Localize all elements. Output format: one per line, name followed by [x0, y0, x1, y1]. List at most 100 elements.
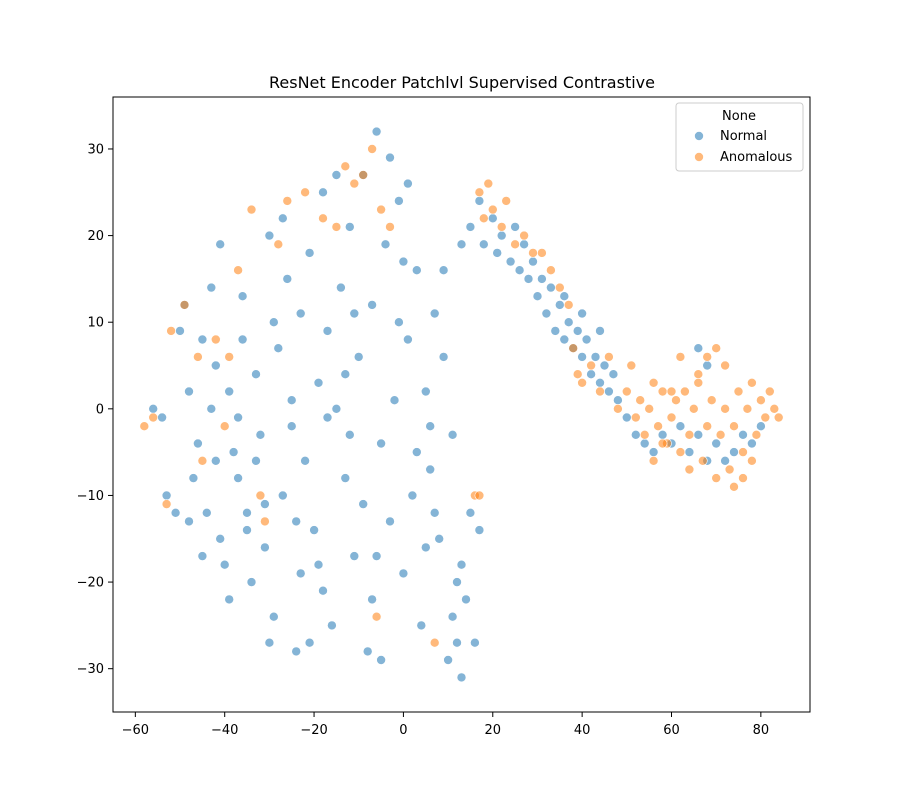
point-normal-82 — [206, 282, 217, 293]
plot-frame — [112, 96, 811, 713]
point-normal-142 — [604, 386, 614, 397]
point-normal-132 — [559, 334, 570, 345]
point-normal-162 — [702, 360, 713, 371]
point-normal-151 — [675, 421, 686, 432]
point-anomalous-4 — [179, 300, 190, 310]
point-normal-161 — [693, 343, 704, 354]
point-normal-109 — [376, 655, 386, 665]
point-normal-73 — [224, 594, 234, 605]
point-normal-33 — [304, 248, 315, 258]
point-anomalous-53 — [639, 429, 650, 440]
point-normal-50 — [380, 239, 391, 250]
y-tick-label: −20 — [77, 576, 104, 591]
point-anomalous-31 — [483, 178, 494, 189]
point-anomalous-59 — [666, 412, 677, 423]
point-normal-77 — [331, 170, 342, 180]
point-normal-114 — [465, 222, 476, 232]
point-normal-54 — [398, 568, 409, 579]
point-anomalous-25 — [385, 222, 395, 232]
point-normal-137 — [581, 334, 592, 345]
point-normal-113 — [456, 239, 467, 250]
point-anomalous-28 — [474, 490, 485, 501]
x-tick-label: 20 — [485, 723, 502, 738]
point-normal-67 — [456, 672, 467, 683]
point-anomalous-1 — [148, 412, 158, 423]
point-anomalous-89 — [666, 386, 677, 397]
x-tick-label: 0 — [399, 723, 407, 738]
point-anomalous-10 — [233, 265, 243, 276]
point-normal-70 — [470, 637, 480, 648]
point-normal-8 — [193, 438, 203, 449]
point-normal-61 — [429, 308, 440, 319]
point-normal-76 — [304, 637, 315, 648]
x-tick-label: −60 — [122, 723, 149, 738]
point-normal-99 — [371, 551, 382, 561]
point-normal-28 — [282, 274, 293, 284]
point-normal-36 — [318, 585, 328, 596]
point-normal-86 — [313, 559, 324, 570]
point-normal-135 — [572, 326, 583, 336]
point-anomalous-87 — [693, 369, 704, 380]
point-normal-164 — [577, 308, 587, 319]
point-normal-75 — [277, 213, 288, 224]
point-anomalous-82 — [769, 403, 780, 414]
point-normal-37 — [322, 326, 333, 336]
point-normal-103 — [215, 239, 225, 250]
point-anomalous-34 — [501, 196, 512, 206]
point-normal-116 — [478, 239, 489, 250]
point-normal-1 — [157, 412, 167, 423]
point-normal-98 — [344, 429, 355, 440]
point-normal-91 — [447, 611, 458, 622]
point-normal-11 — [206, 403, 217, 414]
legend: None Normal Anomalous — [675, 102, 804, 172]
point-anomalous-61 — [675, 447, 686, 457]
point-anomalous-21 — [358, 170, 369, 180]
y-tick-label: 10 — [87, 316, 104, 331]
point-normal-157 — [729, 447, 739, 457]
point-anomalous-40 — [554, 282, 565, 293]
point-anomalous-18 — [331, 222, 342, 232]
point-normal-85 — [286, 395, 297, 406]
point-normal-165 — [595, 326, 605, 336]
point-normal-133 — [563, 317, 574, 328]
point-normal-56 — [407, 490, 418, 501]
legend-marker-anomalous — [694, 152, 704, 162]
point-normal-64 — [443, 655, 453, 665]
point-normal-159 — [747, 438, 757, 449]
point-normal-44 — [353, 352, 364, 362]
point-normal-117 — [487, 213, 498, 224]
point-anomalous-57 — [657, 386, 668, 397]
point-normal-141 — [599, 360, 610, 371]
point-anomalous-78 — [751, 429, 762, 440]
point-normal-100 — [398, 256, 409, 267]
point-normal-115 — [474, 196, 485, 206]
point-anomalous-7 — [211, 334, 221, 345]
point-normal-152 — [684, 447, 695, 457]
point-normal-52 — [389, 395, 400, 406]
point-normal-106 — [295, 568, 306, 579]
point-normal-93 — [211, 455, 221, 466]
point-anomalous-76 — [742, 403, 753, 414]
point-normal-96 — [291, 516, 302, 527]
point-normal-145 — [621, 412, 632, 423]
point-normal-78 — [358, 499, 369, 509]
x-tick-label: 80 — [753, 723, 770, 738]
point-normal-27 — [277, 490, 288, 501]
point-normal-32 — [300, 455, 310, 466]
point-normal-130 — [550, 326, 561, 336]
point-anomalous-12 — [255, 490, 266, 501]
point-anomalous-64 — [688, 403, 699, 414]
point-normal-144 — [613, 395, 623, 406]
point-normal-88 — [367, 594, 377, 605]
point-normal-94 — [237, 291, 248, 302]
point-anomalous-73 — [729, 421, 739, 432]
point-normal-40 — [336, 282, 346, 293]
plot-area — [139, 126, 784, 683]
point-normal-107 — [322, 412, 333, 423]
point-anomalous-17 — [318, 213, 328, 224]
point-anomalous-90 — [684, 464, 695, 475]
point-anomalous-29 — [474, 187, 485, 198]
point-anomalous-60 — [671, 395, 681, 406]
y-tick-label: −30 — [77, 662, 104, 677]
